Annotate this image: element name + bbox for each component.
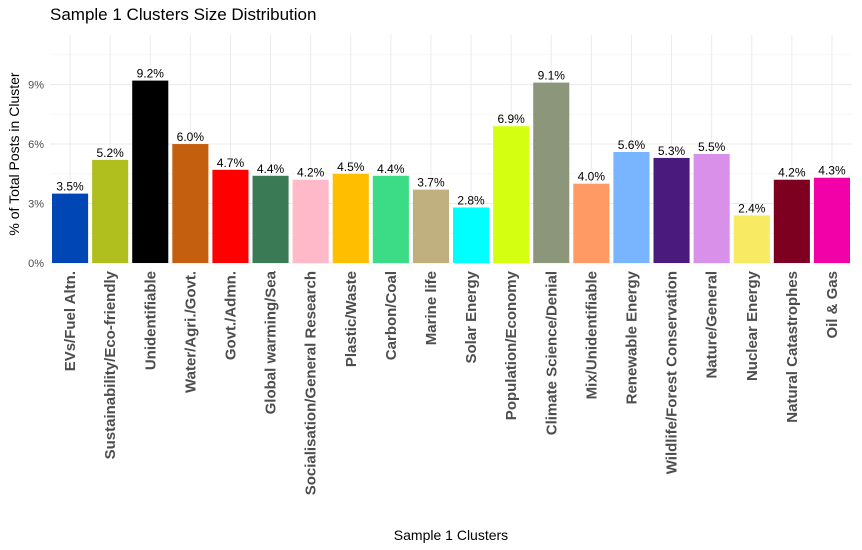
chart-title: Sample 1 Clusters Size Distribution — [50, 5, 317, 24]
bar — [252, 175, 289, 263]
x-tick-label: Natural Catastrophes — [784, 271, 801, 423]
data-label: 2.8% — [457, 193, 485, 207]
data-label: 6.0% — [177, 130, 205, 144]
data-label: 4.3% — [818, 164, 846, 178]
x-tick-label: Population/Economy — [503, 270, 520, 420]
data-label: 5.2% — [96, 146, 124, 160]
x-tick-label: Carbon/Coal — [383, 271, 400, 360]
data-labels: 3.5% 5.2% 9.2% 6.0% 4.7% 4.4% 4.2% 4.5% 4.4% 3.7%… — [56, 67, 846, 216]
y-axis-ticks: 0% 3% 6% 9% — [28, 80, 44, 270]
x-tick-label: Renewable Energy — [623, 270, 640, 404]
x-tick-label: Nuclear Energy — [744, 270, 761, 381]
bar — [613, 151, 650, 263]
data-label: 9.2% — [137, 67, 165, 81]
x-tick-label: Wildlife/Forest Conservation — [664, 271, 681, 474]
y-tick-label: 6% — [28, 139, 44, 151]
bar — [172, 144, 209, 263]
x-axis-ticks: EVs/Fuel Altn. Sustainability/Eco-friendl… — [62, 270, 841, 495]
data-label: 4.4% — [377, 162, 405, 176]
data-label: 4.2% — [778, 166, 806, 180]
bar — [412, 189, 449, 263]
x-tick-label: Marine life — [423, 271, 440, 345]
x-tick-label: Socialisation/General Research — [303, 271, 320, 495]
x-tick-label: Sustainability/Eco-friendly — [102, 270, 119, 459]
x-tick-label: Oil & Gas — [824, 271, 841, 339]
bar — [693, 153, 730, 263]
x-tick-label: Climate Science/Denial — [543, 271, 560, 435]
y-tick-label: 3% — [28, 199, 44, 211]
data-label: 5.3% — [658, 144, 686, 158]
data-label: 9.1% — [538, 69, 566, 83]
gridlines — [50, 35, 852, 264]
bar — [292, 179, 329, 263]
x-tick-label: Govt./Admn. — [222, 271, 239, 360]
x-tick-label: Global warming/Sea — [263, 270, 280, 414]
data-label: 3.5% — [56, 180, 84, 194]
bars — [52, 80, 850, 263]
bar — [92, 159, 129, 263]
data-label: 4.4% — [257, 162, 285, 176]
bar — [493, 126, 530, 263]
bar — [533, 82, 570, 263]
x-tick-label: Water/Agri./Govt. — [182, 271, 199, 393]
bar — [332, 173, 369, 263]
data-label: 5.6% — [618, 138, 646, 152]
x-tick-label: Nature/General — [704, 271, 721, 379]
bar — [453, 207, 490, 263]
bar — [573, 183, 610, 263]
y-axis-title: % of Total Posts in Cluster — [6, 72, 22, 235]
data-label: 4.5% — [337, 160, 365, 174]
data-label: 4.0% — [578, 170, 606, 184]
x-tick-label: Solar Energy — [463, 270, 480, 363]
y-tick-label: 9% — [28, 80, 44, 92]
data-label: 2.4% — [738, 201, 766, 215]
bar — [132, 80, 169, 263]
data-label: 4.2% — [297, 166, 325, 180]
data-label: 4.7% — [217, 156, 245, 170]
data-label: 5.5% — [698, 140, 726, 154]
data-label: 6.9% — [497, 112, 525, 126]
bar — [773, 179, 810, 263]
data-label: 3.7% — [417, 176, 445, 190]
x-tick-label: Mix/Unidentifiable — [583, 271, 600, 399]
bar — [372, 175, 409, 263]
x-tick-label: Unidentifiable — [142, 271, 159, 370]
bar — [52, 193, 89, 263]
x-tick-label: EVs/Fuel Altn. — [62, 271, 79, 371]
bar — [733, 215, 770, 263]
x-axis-title: Sample 1 Clusters — [394, 527, 508, 543]
x-tick-label: Plastic/Waste — [343, 271, 360, 367]
y-tick-label: 0% — [28, 258, 44, 270]
bar — [212, 169, 249, 263]
bar — [653, 157, 690, 263]
bar — [813, 177, 850, 263]
